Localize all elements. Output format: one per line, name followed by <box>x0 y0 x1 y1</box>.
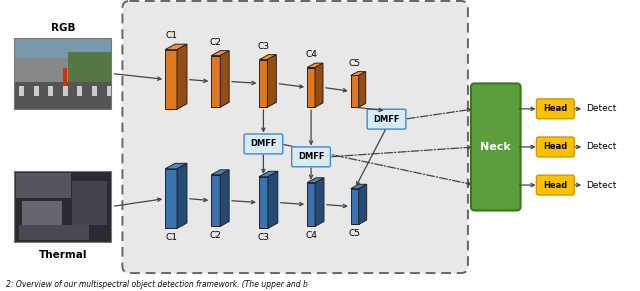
Polygon shape <box>259 60 268 107</box>
Text: Neck: Neck <box>481 142 511 152</box>
Text: C1: C1 <box>165 233 177 242</box>
Text: C2: C2 <box>210 38 221 47</box>
Polygon shape <box>307 178 324 183</box>
Polygon shape <box>14 171 111 242</box>
Polygon shape <box>92 86 97 96</box>
Polygon shape <box>165 50 177 109</box>
Polygon shape <box>165 169 177 228</box>
Polygon shape <box>211 56 220 107</box>
Text: C3: C3 <box>257 42 269 51</box>
Polygon shape <box>68 52 111 84</box>
Polygon shape <box>268 55 276 107</box>
Text: C5: C5 <box>349 59 361 68</box>
Text: C4: C4 <box>305 50 317 59</box>
FancyBboxPatch shape <box>536 99 574 119</box>
Polygon shape <box>351 72 365 75</box>
Polygon shape <box>220 51 229 107</box>
Polygon shape <box>307 68 315 107</box>
Polygon shape <box>16 173 71 198</box>
Polygon shape <box>14 82 111 109</box>
Polygon shape <box>72 181 106 226</box>
Polygon shape <box>259 177 268 228</box>
Polygon shape <box>177 163 187 228</box>
Text: Head: Head <box>543 104 568 113</box>
Polygon shape <box>359 184 367 224</box>
Text: C5: C5 <box>349 229 361 238</box>
Polygon shape <box>315 63 323 107</box>
FancyBboxPatch shape <box>122 1 468 273</box>
Polygon shape <box>14 38 111 65</box>
Polygon shape <box>165 163 187 169</box>
Polygon shape <box>211 170 229 175</box>
Polygon shape <box>359 72 365 107</box>
Polygon shape <box>177 44 187 109</box>
Text: DMFF: DMFF <box>298 152 324 162</box>
Polygon shape <box>211 175 220 226</box>
Text: 2: Overview of our multispectral object detection framework. (The upper and b: 2: Overview of our multispectral object … <box>6 280 308 289</box>
Text: C1: C1 <box>165 31 177 40</box>
Polygon shape <box>351 189 359 224</box>
Polygon shape <box>220 170 229 226</box>
Polygon shape <box>259 55 276 60</box>
Polygon shape <box>22 200 62 230</box>
Text: Detect: Detect <box>586 181 616 189</box>
Text: Head: Head <box>543 181 568 189</box>
Polygon shape <box>307 63 323 68</box>
Text: C4: C4 <box>305 231 317 240</box>
Polygon shape <box>351 184 367 189</box>
Polygon shape <box>268 171 278 228</box>
FancyBboxPatch shape <box>471 84 520 210</box>
Polygon shape <box>19 226 89 240</box>
Text: Detect: Detect <box>586 104 616 113</box>
Polygon shape <box>14 58 72 84</box>
Polygon shape <box>211 51 229 56</box>
FancyBboxPatch shape <box>536 137 574 157</box>
Text: DMFF: DMFF <box>373 115 400 124</box>
FancyBboxPatch shape <box>244 134 283 154</box>
FancyBboxPatch shape <box>536 175 574 195</box>
Polygon shape <box>19 86 24 96</box>
Text: C3: C3 <box>257 233 269 242</box>
Polygon shape <box>351 75 359 107</box>
Polygon shape <box>315 178 324 226</box>
Polygon shape <box>77 86 83 96</box>
Polygon shape <box>259 171 278 177</box>
FancyBboxPatch shape <box>367 109 406 129</box>
Text: C2: C2 <box>210 231 221 240</box>
Text: Head: Head <box>543 143 568 151</box>
Text: DMFF: DMFF <box>250 139 276 148</box>
Text: Detect: Detect <box>586 143 616 151</box>
Polygon shape <box>63 86 68 96</box>
Polygon shape <box>48 86 53 96</box>
Polygon shape <box>307 183 315 226</box>
Text: RGB: RGB <box>51 23 75 33</box>
Polygon shape <box>34 86 38 96</box>
Polygon shape <box>63 68 67 86</box>
Polygon shape <box>165 44 187 50</box>
FancyBboxPatch shape <box>292 147 330 167</box>
Polygon shape <box>106 86 111 96</box>
Text: Thermal: Thermal <box>38 250 87 260</box>
